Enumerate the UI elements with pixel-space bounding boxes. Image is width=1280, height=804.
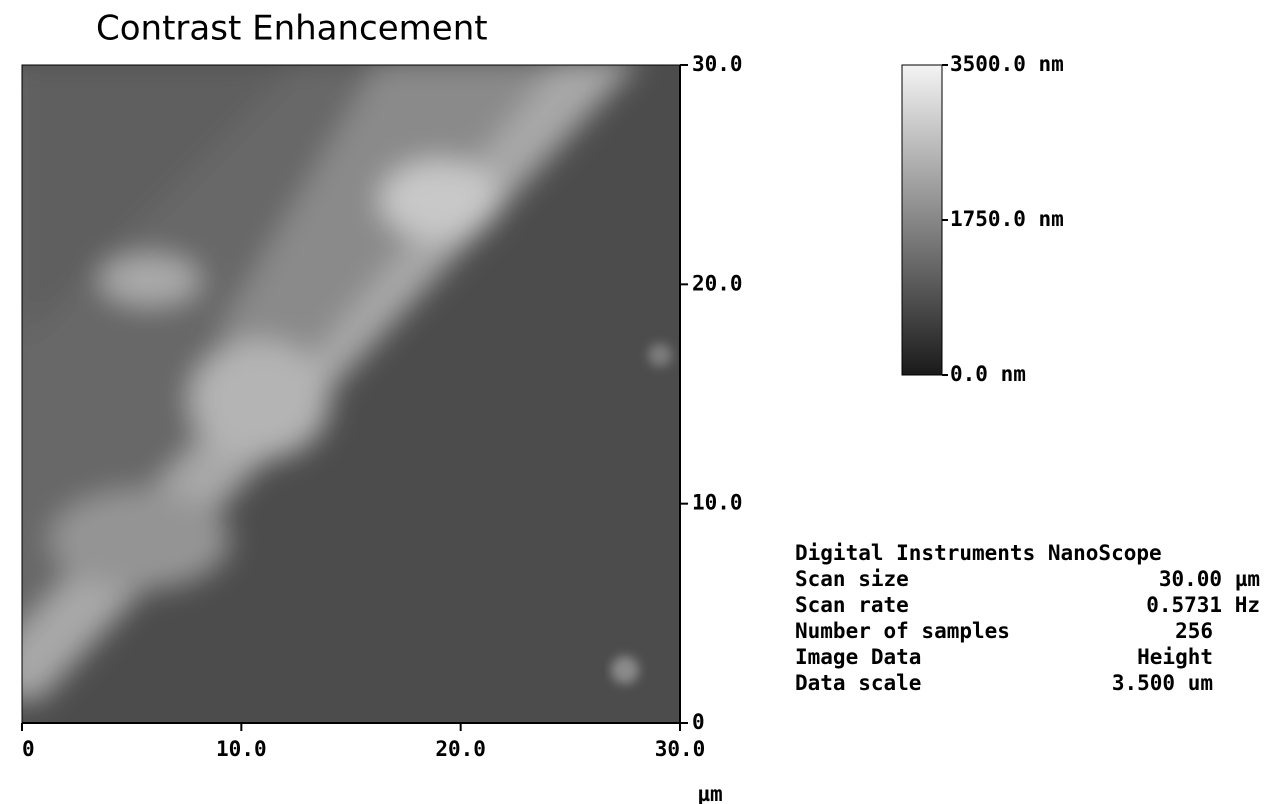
color-scale-label: 0.0 nm	[950, 362, 1026, 386]
info-label: Number of samples	[795, 619, 1010, 643]
x-tick-label: 20.0	[435, 737, 486, 761]
info-label: Data scale	[795, 671, 921, 695]
x-tick-label: 30.0	[655, 737, 706, 761]
color-scale-label: 1750.0 nm	[950, 207, 1064, 231]
info-value: Height	[1137, 645, 1213, 669]
y-tick-label: 0	[692, 710, 705, 734]
info-value: 256	[1175, 619, 1213, 643]
color-bar	[902, 65, 942, 375]
info-label: Image Data	[795, 645, 921, 669]
x-unit: µm	[697, 782, 722, 804]
y-tick-label: 20.0	[692, 271, 743, 295]
info-label: Scan rate	[795, 593, 909, 617]
info-label: Scan size	[795, 567, 909, 591]
x-tick-label: 0	[22, 737, 35, 761]
y-tick-label: 30.0	[692, 52, 743, 76]
title: Contrast Enhancement	[96, 9, 488, 49]
info-value: 3.500 um	[1112, 671, 1213, 695]
info-header: Digital Instruments NanoScope	[795, 541, 1162, 565]
y-tick-label: 10.0	[692, 491, 743, 515]
color-scale-label: 3500.0 nm	[950, 52, 1064, 76]
info-value: 0.5731 Hz	[1146, 593, 1260, 617]
afm-image	[0, 60, 680, 723]
x-tick-label: 10.0	[216, 737, 267, 761]
figure: Contrast Enhancement 0 10.0 20.0 30.0 µm 0 10.…	[0, 0, 1280, 804]
info-value: 30.00 µm	[1159, 567, 1260, 591]
